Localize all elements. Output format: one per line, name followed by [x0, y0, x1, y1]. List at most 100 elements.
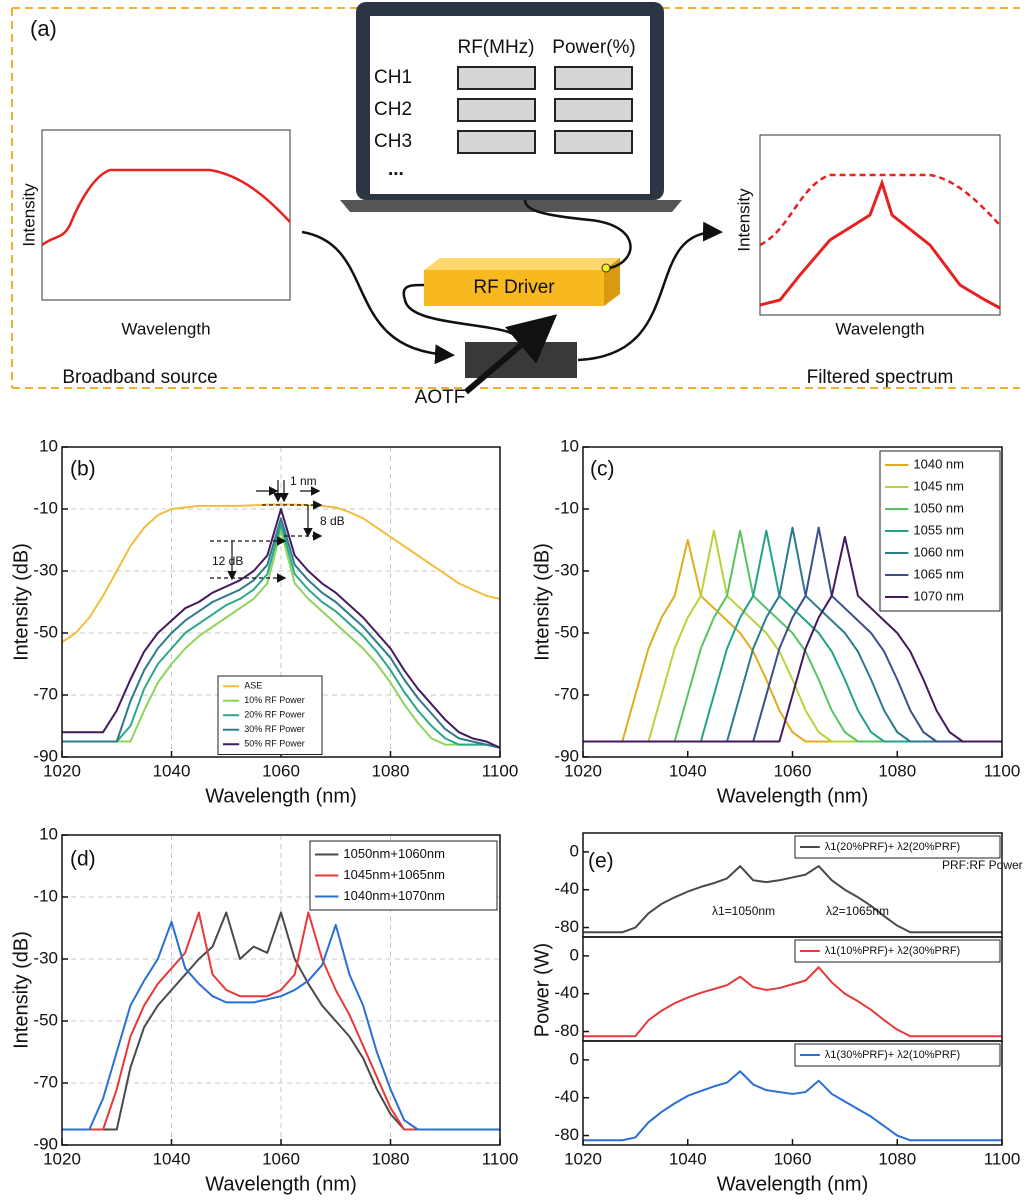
series-line: [583, 966, 1002, 1038]
panel-label: (d): [70, 848, 96, 871]
chart: -80 -40 0 1020 1040 1060 1080 1100 Wavelength (n…: [554, 1040, 1021, 1195]
y-label: Power (W): [531, 943, 553, 1037]
legend-label: 1060 nm: [913, 544, 964, 559]
x-tick-label: 1100: [984, 1149, 1021, 1168]
x-tick-label: 1080: [878, 761, 916, 780]
y-tick-label: -80: [554, 917, 579, 936]
panel-label: (e): [588, 850, 614, 873]
x-tick-label: 1020: [43, 761, 81, 780]
x-tick-label: 1040: [669, 1149, 707, 1168]
x-tick-label: 1100: [482, 1149, 519, 1168]
y-tick-label: -80: [554, 1125, 579, 1144]
table-header: Power(%): [552, 37, 635, 58]
laptop-base: [340, 200, 682, 212]
y-tick-label: -10: [33, 498, 58, 517]
x-tick-label: 1060: [262, 1149, 300, 1168]
aotf-label: AOTF: [415, 387, 466, 408]
rf-driver: [424, 270, 604, 306]
y-tick-label: -90: [33, 746, 58, 765]
filtered-curve: [759, 178, 1001, 310]
y-label: Intensity: [19, 183, 38, 247]
y-tick-label: -50: [554, 622, 579, 641]
legend-label: λ1(10%PRF)+ λ2(30%PRF): [825, 945, 960, 957]
ellipsis: ...: [388, 159, 404, 180]
legend-box: [309, 840, 498, 911]
x-tick-label: 1100: [482, 761, 519, 780]
y-tick-label: -90: [33, 1134, 58, 1153]
series-line: [62, 920, 500, 1131]
y-tick-label: -50: [33, 1010, 58, 1029]
channel-label: CH2: [374, 99, 412, 120]
plot-frame: [582, 1040, 1003, 1146]
x-tick-label: 1060: [774, 1149, 812, 1168]
legend-label: ASE: [244, 681, 262, 691]
annotation: λ1=1050nm: [712, 904, 775, 918]
panel-label: (a): [30, 16, 57, 41]
x-label: Wavelength: [121, 319, 210, 338]
chart: -90 -70 -50 -30 -10 10 1020 1040 1060 1080 1100 Wav…: [531, 436, 1020, 807]
y-tick-label: -40: [554, 983, 579, 1002]
legend-label: 1055 nm: [913, 522, 964, 537]
y-tick-label: -50: [33, 622, 58, 641]
dimension-markers: [210, 480, 323, 583]
y-label: Intensity (dB): [531, 543, 553, 661]
driver-top: [424, 258, 620, 270]
annotation: 12 dB: [212, 554, 243, 568]
legend-label: 20% RF Power: [244, 710, 305, 720]
y-tick-label: 10: [39, 824, 58, 843]
legend-label: 1065 nm: [913, 566, 964, 581]
x-tick-label: 1040: [153, 761, 191, 780]
annotation: 8 dB: [320, 514, 345, 528]
x-tick-label: 1100: [984, 761, 1021, 780]
y-tick-label: 0: [570, 945, 579, 964]
legend-label: 50% RF Power: [244, 739, 305, 749]
series-line: [583, 1070, 1002, 1142]
y-tick-label: 10: [560, 436, 579, 455]
y-tick-label: -30: [33, 948, 58, 967]
x-tick-label: 1040: [153, 1149, 191, 1168]
panel-border: [11, 7, 1020, 389]
input-boxes: [457, 66, 633, 154]
legend-label: 30% RF Power: [244, 724, 305, 734]
legend-label: 1050 nm: [913, 500, 964, 515]
channel-label: CH1: [374, 67, 412, 88]
x-label: Wavelength: [835, 319, 924, 338]
x-tick-label: 1040: [669, 761, 707, 780]
series-line: [62, 517, 500, 749]
y-tick-label: 0: [570, 1049, 579, 1068]
table-header: RF(MHz): [457, 37, 534, 58]
x-tick-label: 1080: [878, 1149, 916, 1168]
aotf-arrow: [464, 314, 558, 395]
x-tick-label: 1060: [262, 761, 300, 780]
connectors: [301, 199, 723, 365]
legend-label: 1050nm+1060nm: [343, 846, 445, 861]
series-line: [583, 535, 1002, 743]
chart: -80 -40 0 λ1(10%PRF)+ λ2(30%PRF): [554, 936, 1003, 1042]
legend-label: 1045 nm: [913, 478, 964, 493]
x-tick-label: 1020: [564, 761, 602, 780]
plot-frame: [582, 446, 1003, 758]
y-tick-label: -70: [33, 684, 58, 703]
series-line: [62, 523, 500, 749]
legend-label: 1070 nm: [913, 588, 964, 603]
y-tick-label: -10: [554, 498, 579, 517]
x-tick-label: 1080: [372, 761, 410, 780]
y-tick-label: -90: [554, 746, 579, 765]
chart: -80 -40 0 Power (W) (e) λ1(20%PRF)+ λ2(20%PRF…: [531, 832, 1023, 1037]
x-label: Wavelength (nm): [717, 785, 869, 807]
chart: -90 -70 -50 -30 -10 10 1020 1040 1060 1080 1100 Wav…: [10, 824, 518, 1195]
chart: -90 -70 -50 -30 -10 10 1020 1040 1060 1080 1100 Wav…: [10, 436, 518, 807]
source-curve: [41, 168, 291, 247]
filtered-plot-frame: [759, 134, 1001, 316]
x-tick-label: 1060: [774, 761, 812, 780]
envelope-curve: [759, 173, 1001, 247]
caption: Filtered spectrum: [807, 367, 954, 388]
legend-label: λ1(20%PRF)+ λ2(20%PRF): [825, 841, 960, 853]
x-tick-label: 1080: [372, 1149, 410, 1168]
panel-label: (c): [590, 458, 615, 481]
legend-box: [794, 835, 1001, 859]
channel-label: CH3: [374, 131, 412, 152]
driver-label: RF Driver: [473, 277, 555, 298]
legend-label: 1040nm+1070nm: [343, 888, 445, 903]
series-line: [62, 529, 500, 749]
